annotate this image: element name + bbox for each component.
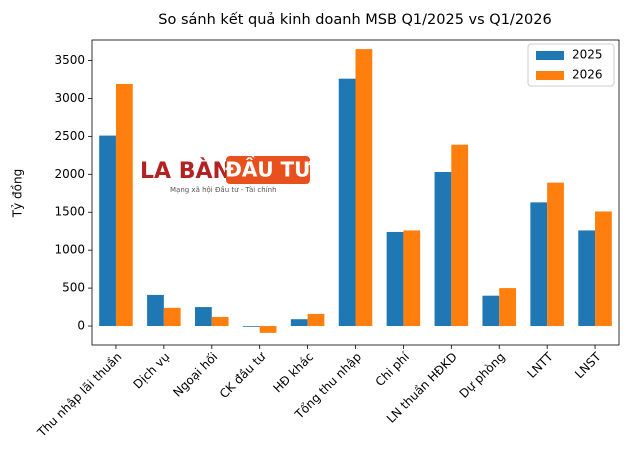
x-tick-label: Thu nhập lãi thuần <box>34 350 125 441</box>
bar <box>386 231 404 327</box>
bar <box>578 230 596 327</box>
y-tick-label: 0 <box>77 319 85 333</box>
bar <box>259 326 277 333</box>
x-tick-label: Chi phí <box>373 349 413 389</box>
bar <box>595 211 612 327</box>
watermark-brand: LA BÀN <box>140 158 231 184</box>
watermark-tagline: Mạng xã hội Đầu tư - Tài chính <box>170 186 277 194</box>
plot-frame <box>91 39 620 346</box>
bar <box>547 182 564 327</box>
x-tick-label: CK đầu tư <box>217 349 269 401</box>
watermark: LA BÀN ĐẦU TƯ Mạng xã hội Đầu tư - Tài c… <box>140 156 311 195</box>
bar <box>355 49 373 327</box>
bar <box>451 144 469 327</box>
x-tick-label: HĐ khác <box>270 350 316 396</box>
bar <box>242 326 260 327</box>
bar <box>195 307 212 327</box>
x-tick-label: Dự phòng <box>457 350 508 401</box>
bar <box>290 319 308 327</box>
legend-swatch <box>536 51 564 60</box>
bar <box>499 288 516 327</box>
y-tick-label: 2000 <box>54 167 85 181</box>
bar <box>211 316 229 327</box>
legend-label: 2025 <box>572 48 603 62</box>
watermark-box <box>226 156 310 184</box>
bar <box>530 202 548 327</box>
bar <box>147 294 164 327</box>
bar <box>115 84 133 327</box>
y-tick-label: 500 <box>62 281 85 295</box>
bar <box>403 230 421 327</box>
chart-title: So sánh kết quả kinh doanh MSB Q1/2025 v… <box>158 11 551 28</box>
y-tick-label: 1500 <box>54 205 85 219</box>
bar <box>482 295 500 327</box>
legend-swatch <box>536 71 564 80</box>
x-tick-label: LNTT <box>525 349 557 381</box>
x-tick-label: Dịch vụ <box>131 350 173 392</box>
y-tick-label: 3000 <box>54 91 85 105</box>
y-tick-label: 1000 <box>54 243 85 257</box>
x-tick-label: LNST <box>572 349 604 381</box>
watermark-brand: ĐẦU TƯ <box>225 156 311 182</box>
bar <box>434 172 452 327</box>
y-tick-label: 2500 <box>54 129 85 143</box>
y-axis-label: Tỷ đồng <box>11 169 25 218</box>
x-tick-label: Ngoại hối <box>170 350 220 400</box>
bar <box>307 313 325 327</box>
y-tick-label: 3500 <box>54 53 85 67</box>
bar <box>338 78 356 327</box>
bar <box>163 307 181 327</box>
bar <box>99 135 116 327</box>
legend-label: 2026 <box>572 68 603 82</box>
